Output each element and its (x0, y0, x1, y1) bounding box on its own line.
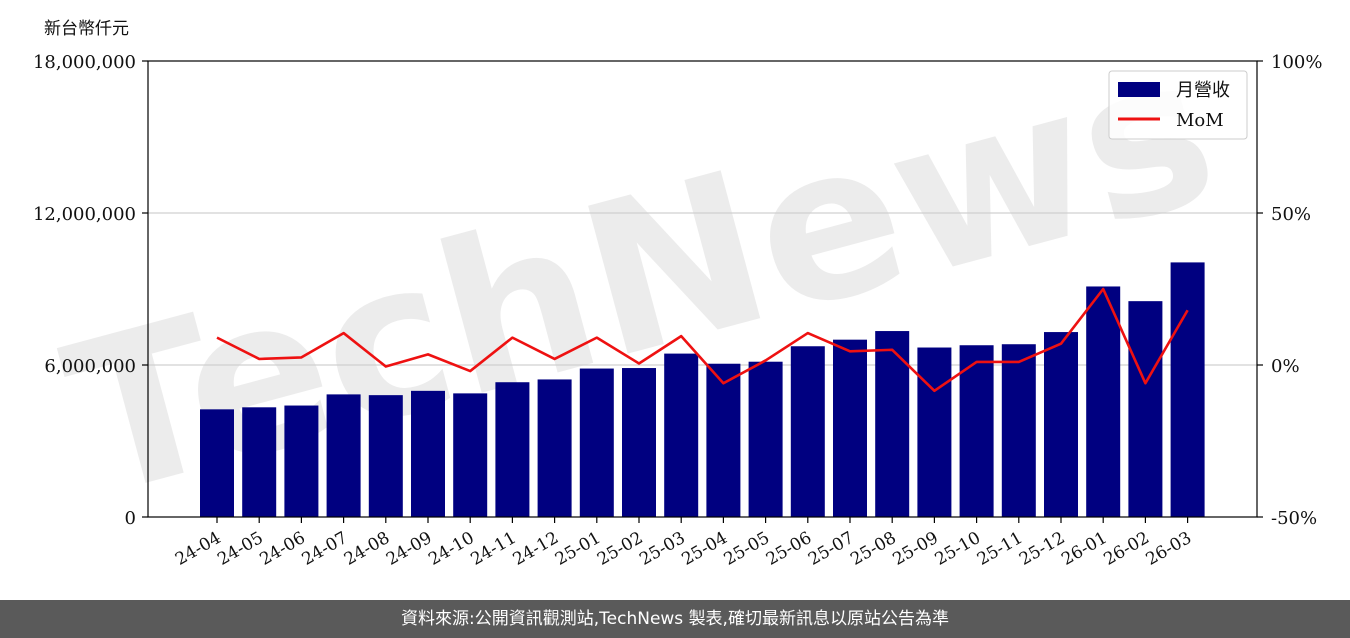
bar (833, 339, 867, 517)
x-tick-label: 24-11 (467, 528, 519, 570)
bar (1044, 332, 1078, 517)
x-tick-label: 26-03 (1143, 528, 1195, 570)
right-tick-label: 50% (1271, 204, 1311, 225)
x-tick-label: 24-08 (341, 528, 393, 570)
bar (579, 368, 614, 517)
x-tick-label: 25-03 (636, 528, 688, 570)
bar (917, 347, 952, 517)
x-tick-label: 24-05 (214, 528, 266, 570)
bar (664, 353, 699, 517)
x-tick-label: 25-08 (847, 528, 899, 570)
x-tick-label: 25-12 (1016, 528, 1068, 570)
x-tick-label: 24-06 (256, 528, 308, 570)
bar-series (200, 262, 1205, 517)
revenue-chart: TechNews 06,000,00012,000,00018,000,000 … (33, 5, 1323, 570)
left-tick-label: 0 (125, 508, 136, 529)
x-tick-label: 24-12 (510, 528, 562, 570)
bar (1086, 286, 1121, 517)
bar (200, 409, 234, 517)
right-tick-label: -50% (1271, 508, 1317, 529)
right-tick-label: 0% (1271, 356, 1300, 377)
left-tick-label: 6,000,000 (44, 356, 136, 377)
x-tick-label: 25-01 (552, 528, 604, 570)
x-tick-label: 25-09 (889, 528, 941, 570)
x-tick-label: 24-04 (172, 528, 224, 570)
right-axis: -50% 0% 50% 100% (1257, 52, 1322, 529)
legend-label-revenue: 月營收 (1176, 80, 1230, 101)
bar (368, 395, 403, 517)
bar (875, 331, 910, 517)
bar (326, 394, 361, 517)
bar (242, 407, 277, 517)
x-tick-label: 25-06 (763, 528, 815, 570)
bar (1170, 262, 1205, 517)
bar (1128, 301, 1163, 517)
right-tick-label: 100% (1271, 52, 1322, 73)
x-tick-label: 25-07 (805, 528, 857, 570)
bar (284, 405, 319, 517)
legend-bar-swatch (1118, 82, 1160, 97)
bar (622, 368, 656, 517)
bar (706, 363, 741, 517)
x-tick-label: 25-02 (594, 528, 646, 570)
x-axis: 24-0424-0524-0624-0724-0824-0924-1024-11… (172, 517, 1195, 570)
bar (959, 345, 994, 517)
x-tick-label: 25-05 (721, 528, 773, 570)
mom-line (216, 287, 1189, 393)
bar (537, 379, 572, 517)
left-tick-label: 12,000,000 (33, 204, 136, 225)
x-tick-label: 25-11 (974, 528, 1026, 570)
line-series (216, 287, 1189, 393)
x-tick-label: 24-10 (425, 528, 477, 570)
legend: 月營收 MoM (1108, 70, 1248, 140)
x-tick-label: 24-07 (299, 528, 351, 570)
x-tick-label: 25-04 (678, 528, 730, 570)
x-tick-label: 26-01 (1058, 528, 1110, 570)
left-tick-label: 18,000,000 (33, 52, 136, 73)
left-axis: 0 6,000,000 12,000,000 18,000,000 (33, 52, 148, 529)
x-tick-label: 26-02 (1100, 528, 1152, 570)
x-tick-label: 24-09 (383, 528, 435, 570)
bar (748, 361, 783, 517)
y-axis-unit-label: 新台幣仟元 (44, 19, 129, 39)
x-tick-label: 25-10 (932, 528, 984, 570)
bar (411, 390, 445, 517)
plot-frame (147, 60, 1258, 518)
bar (1001, 344, 1036, 517)
source-footer: 資料來源:公開資訊觀測站,TechNews 製表,確切最新訊息以原站公告為準 (0, 600, 1350, 638)
bar (453, 393, 488, 517)
bar (495, 382, 530, 517)
legend-label-mom: MoM (1176, 110, 1224, 131)
bar (790, 346, 825, 517)
